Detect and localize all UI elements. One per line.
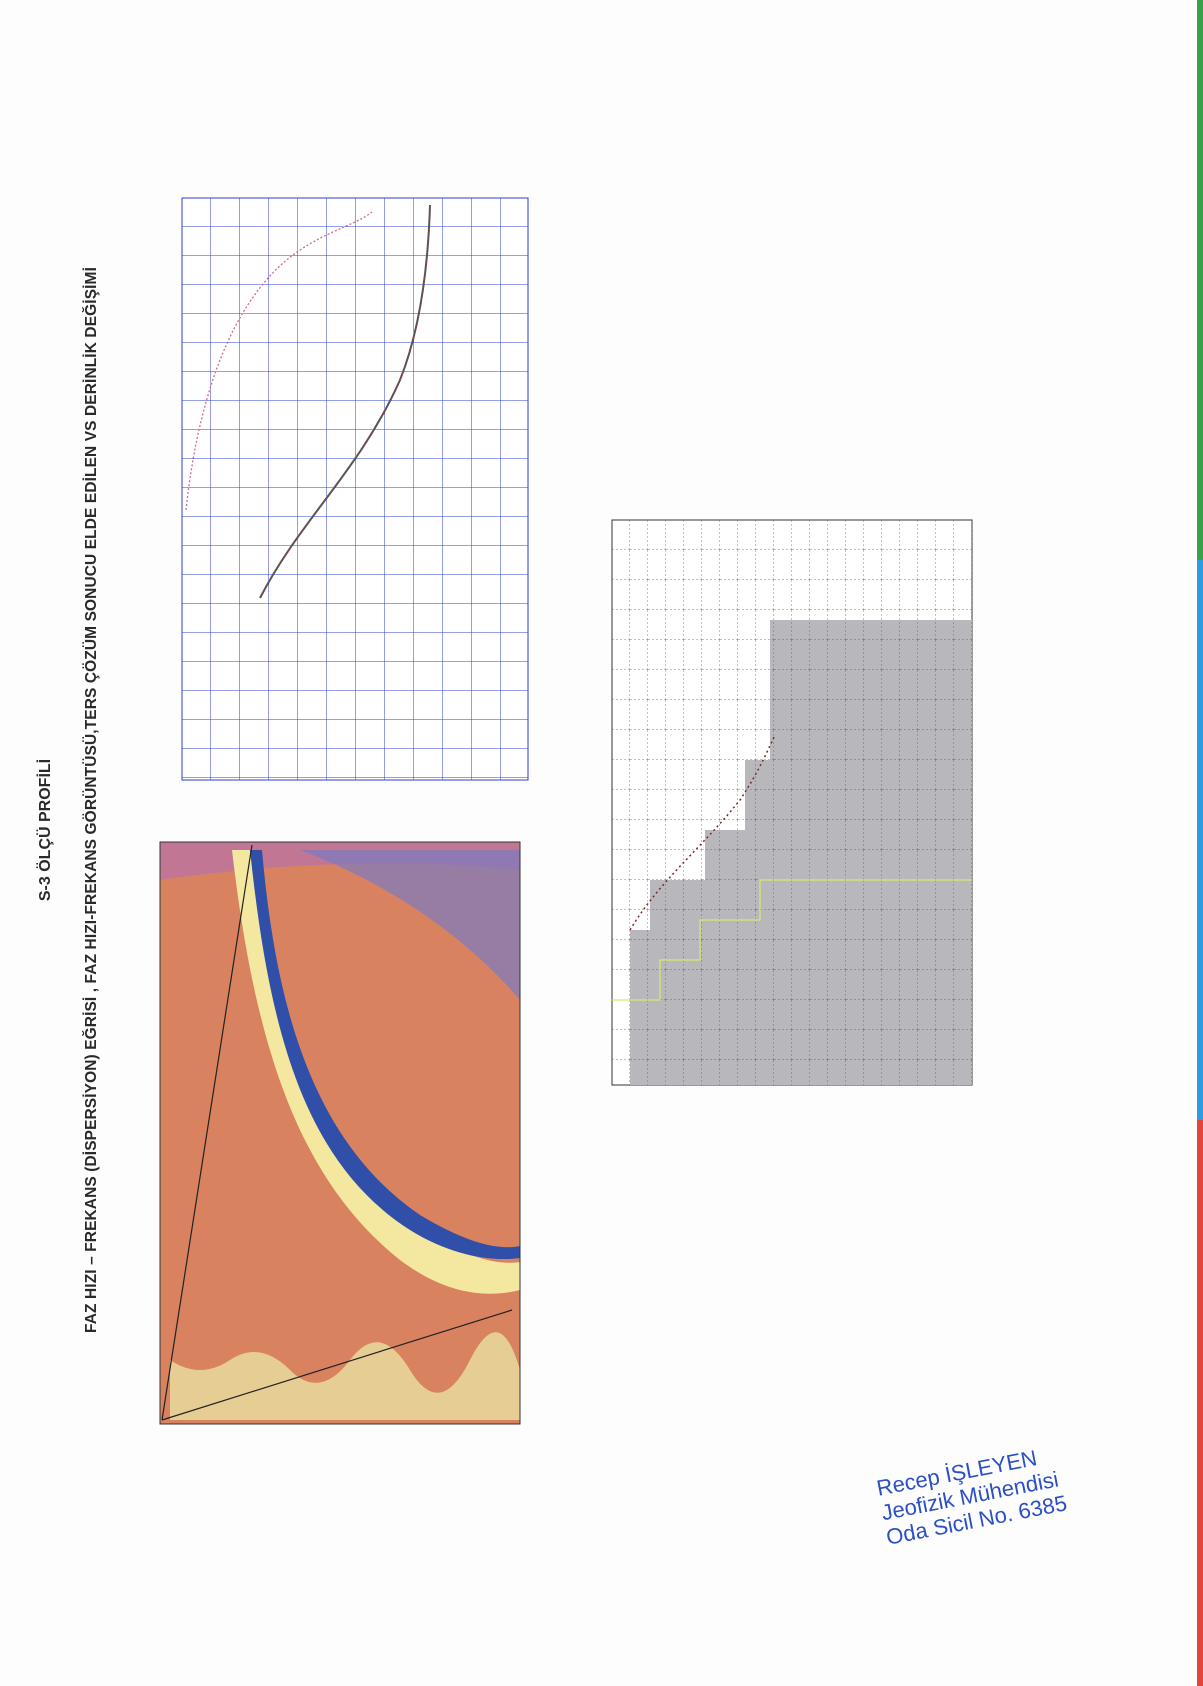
depth-profile bbox=[611, 519, 973, 1086]
dispersion-plot bbox=[181, 197, 529, 781]
scan-edge bbox=[1197, 560, 1203, 1120]
spectrogram bbox=[159, 841, 521, 1425]
scan-edge bbox=[1197, 1120, 1203, 1686]
scan-edge bbox=[1197, 0, 1203, 560]
